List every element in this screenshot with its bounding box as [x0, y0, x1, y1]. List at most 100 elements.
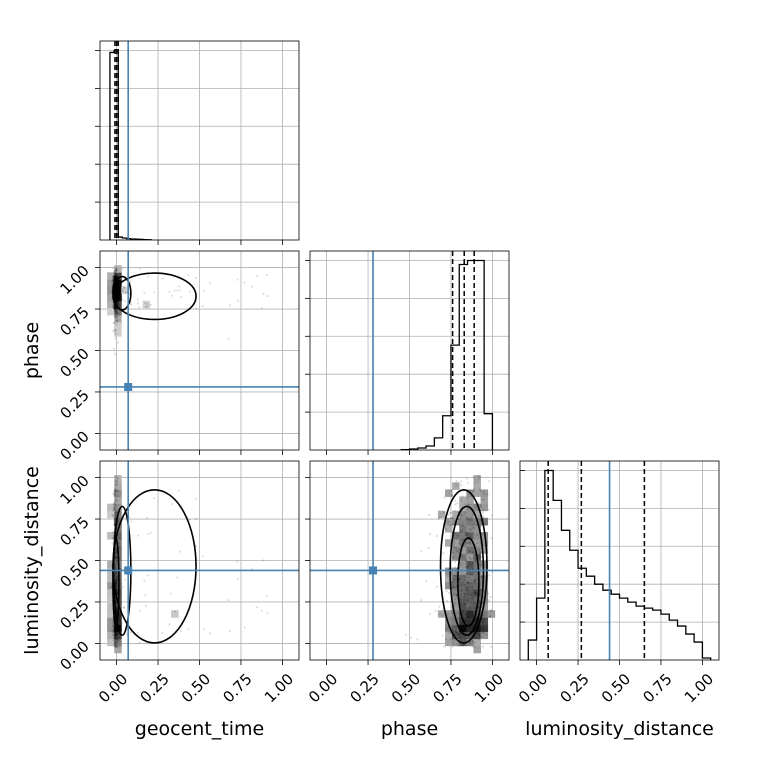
scatter-point: [115, 511, 118, 514]
scatter-point: [115, 289, 118, 292]
scatter-point: [114, 632, 118, 636]
scatter-point: [123, 606, 126, 609]
scatter-point: [113, 519, 117, 522]
scatter-point: [113, 275, 117, 279]
panel-frame: [519, 460, 720, 661]
scatter-point: [115, 315, 118, 318]
scatter-point: [482, 515, 485, 518]
scatter-point: [471, 579, 475, 582]
density-cell: [466, 610, 474, 618]
scatter-point: [471, 573, 474, 576]
scatter-point: [483, 618, 486, 621]
scatter-point: [114, 633, 117, 636]
scatter-point: [465, 586, 468, 589]
density-cell: [114, 300, 122, 309]
scatter-point: [114, 297, 118, 300]
scatter-point: [114, 312, 117, 315]
scatter-point: [116, 290, 119, 293]
scatter-point: [460, 584, 463, 587]
density-cell: [452, 631, 460, 640]
scatter-point: [112, 278, 115, 281]
density-cell: [114, 532, 122, 540]
scatter-point: [116, 311, 119, 315]
scatter-point: [480, 628, 483, 632]
density-cell: [107, 631, 115, 640]
x-tick-label: 1.00: [471, 670, 507, 706]
scatter-point: [116, 509, 119, 512]
scatter-point: [251, 567, 254, 571]
scatter-point: [262, 559, 265, 562]
scatter-point: [434, 609, 437, 612]
scatter-point: [471, 640, 474, 643]
scatter-point: [113, 275, 116, 278]
scatter-point: [451, 494, 454, 497]
scatter-point: [468, 560, 472, 563]
x-tick-label: 0.00: [305, 670, 341, 706]
scatter-point: [112, 626, 115, 629]
scatter-point: [114, 564, 117, 567]
scatter-point: [116, 633, 120, 636]
panels: [95, 40, 720, 665]
scatter-point: [115, 319, 118, 322]
scatter-point: [113, 275, 117, 278]
scatter-point: [188, 518, 191, 521]
density-cell: [480, 567, 489, 576]
scatter-point: [482, 632, 485, 635]
scatter-point: [227, 337, 230, 340]
scatter-points: [110, 266, 269, 356]
scatter-point: [114, 291, 117, 294]
scatter-point: [462, 612, 466, 615]
scatter-point: [460, 589, 463, 593]
scatter-point: [124, 291, 128, 294]
x-tick-label: 0.00: [515, 670, 551, 706]
scatter-point: [464, 619, 467, 622]
scatter-point: [112, 624, 115, 627]
scatter-point: [477, 629, 480, 632]
scatter-point: [117, 279, 120, 282]
scatter-point: [453, 566, 457, 569]
scatter-point: [115, 316, 118, 319]
scatter-point: [114, 310, 117, 313]
scatter-point: [114, 645, 118, 648]
scatter-point: [462, 610, 465, 613]
scatter-point: [453, 601, 457, 604]
scatter-point: [451, 629, 455, 632]
scatter-point: [113, 306, 116, 309]
scatter-point: [467, 621, 470, 624]
scatter-point: [466, 503, 469, 506]
scatter-point: [113, 494, 116, 498]
scatter-point: [450, 612, 454, 615]
scatter-point: [462, 629, 465, 632]
scatter-point: [114, 291, 117, 295]
scatter-point: [115, 293, 119, 297]
scatter-point: [112, 279, 115, 282]
scatter-point: [114, 307, 117, 311]
scatter-point: [115, 632, 118, 635]
scatter-point: [115, 289, 119, 292]
density-cell: [107, 286, 115, 295]
scatter-point: [465, 613, 468, 616]
scatter-point: [460, 530, 463, 534]
scatter-point: [228, 629, 231, 633]
scatter-point: [479, 518, 482, 521]
scatter-point: [114, 295, 117, 298]
scatter-point: [115, 563, 119, 566]
density-cell: [114, 322, 122, 330]
scatter-point: [482, 631, 486, 634]
scatter-point: [115, 587, 118, 591]
scatter-point: [449, 516, 453, 520]
scatter-point: [468, 550, 471, 553]
scatter-point: [473, 645, 476, 648]
scatter-point: [112, 278, 116, 281]
scatter-point: [113, 644, 117, 647]
scatter-point: [451, 589, 454, 592]
scatter-point: [425, 580, 428, 583]
scatter-point: [429, 533, 432, 536]
scatter-point: [476, 585, 479, 588]
scatter-point: [473, 526, 476, 529]
density-cell: [452, 588, 460, 597]
scatter-point: [455, 479, 458, 483]
scatter-point: [468, 563, 471, 566]
scatter-point: [112, 631, 116, 634]
scatter-point: [458, 636, 462, 640]
